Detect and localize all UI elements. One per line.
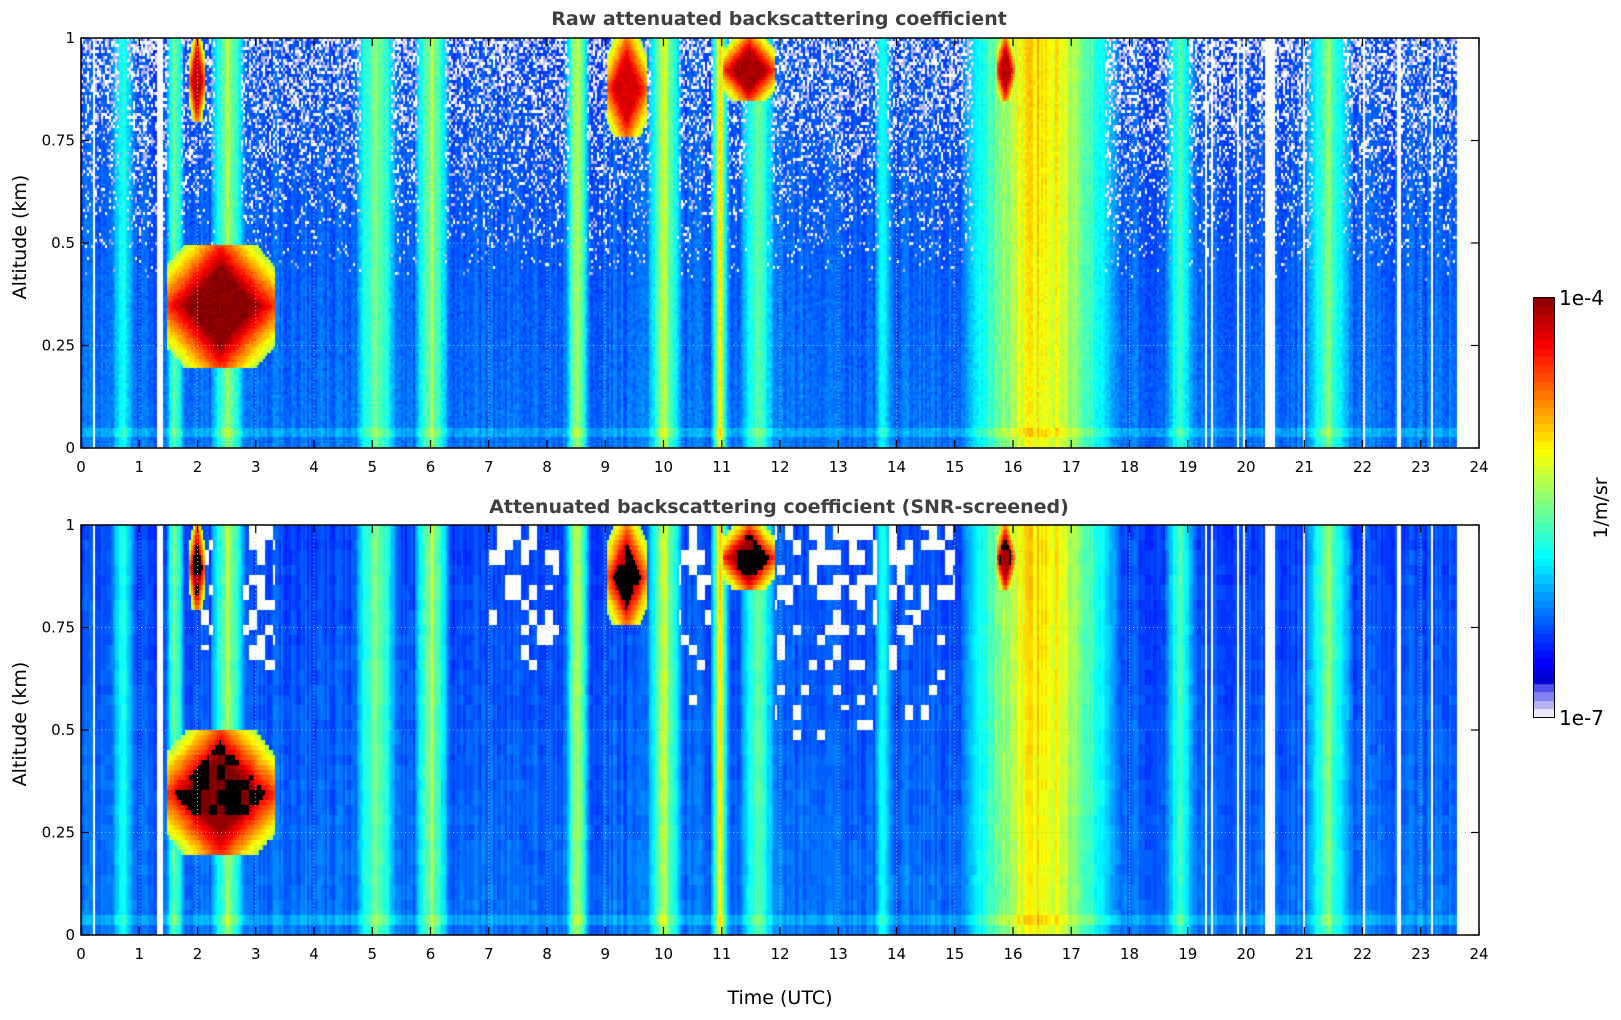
top-y-axis-label: Altitude (km)	[9, 174, 31, 300]
x-tick-label: 3	[251, 458, 261, 476]
x-tick-label: 21	[1295, 945, 1314, 963]
x-tick-label: 1	[134, 458, 144, 476]
x-tick-label: 15	[945, 945, 964, 963]
x-tick-label: 4	[309, 945, 319, 963]
x-tick-label: 24	[1469, 945, 1488, 963]
x-tick-label: 1	[134, 945, 144, 963]
x-tick-label: 22	[1353, 458, 1372, 476]
x-tick-label: 19	[1178, 945, 1197, 963]
top-axes: 0 1 2 3 4 5 6 7 8 9 10 11 12 13 14 15 16 17 18 19 20 21 22 23 24…	[42, 29, 1489, 476]
x-tick-label: 17	[1062, 945, 1081, 963]
x-tick-label: 14	[887, 945, 906, 963]
x-tick-label: 9	[600, 458, 610, 476]
bottom-y-axis-label: Altitude (km)	[9, 661, 31, 787]
bottom-chart-title: Attenuated backscattering coefficient (S…	[489, 496, 1069, 518]
x-tick-label: 8	[542, 945, 552, 963]
x-tick-label: 5	[367, 945, 377, 963]
x-tick-label: 24	[1469, 458, 1488, 476]
x-tick-label: 23	[1411, 458, 1430, 476]
x-tick-label: 19	[1178, 458, 1197, 476]
x-tick-label: 15	[945, 458, 964, 476]
plot-frame	[80, 524, 1480, 936]
x-tick-label: 7	[484, 458, 494, 476]
x-tick-label: 10	[654, 458, 673, 476]
y-tick-label: 0.75	[42, 619, 75, 637]
x-tick-label: 22	[1353, 945, 1372, 963]
x-tick-label: 20	[1236, 945, 1255, 963]
y-tick-label: 0.5	[51, 234, 75, 252]
x-tick-label: 12	[770, 945, 789, 963]
x-tick-label: 6	[426, 945, 436, 963]
top-heatmap-panel: 0 1 2 3 4 5 6 7 8 9 10 11 12 13 14 15 16 17 18 19 20 21 22 23 24…	[42, 29, 1489, 476]
y-tick-label: 1	[65, 516, 75, 534]
plot-frame	[80, 37, 1480, 449]
x-tick-label: 20	[1236, 458, 1255, 476]
x-tick-label: 13	[829, 945, 848, 963]
x-tick-label: 10	[654, 945, 673, 963]
x-tick-label: 4	[309, 458, 319, 476]
x-tick-label: 18	[1120, 458, 1139, 476]
x-tick-label: 2	[193, 458, 203, 476]
y-tick-label: 0.25	[42, 337, 75, 355]
x-tick-label: 0	[76, 458, 86, 476]
x-axis-label: Time (UTC)	[727, 987, 833, 1009]
y-tick-label: 0	[65, 926, 75, 944]
colorbar	[1533, 297, 1555, 718]
colorbar-unit-label: 1/m/sr	[1590, 477, 1612, 539]
x-tick-label: 9	[600, 945, 610, 963]
x-tick-label: 11	[712, 945, 731, 963]
x-tick-label: 2	[193, 945, 203, 963]
y-tick-label: 0.5	[51, 721, 75, 739]
x-tick-label: 11	[712, 458, 731, 476]
x-tick-label: 13	[829, 458, 848, 476]
x-tick-label: 23	[1411, 945, 1430, 963]
x-tick-label: 0	[76, 945, 86, 963]
x-tick-label: 21	[1295, 458, 1314, 476]
colorbar-max-label: 1e-4	[1559, 286, 1604, 310]
colorbar-min-label: 1e-7	[1559, 706, 1604, 730]
x-tick-label: 14	[887, 458, 906, 476]
x-tick-label: 6	[426, 458, 436, 476]
x-tick-label: 12	[770, 458, 789, 476]
bottom-axes: 0 1 2 3 4 5 6 7 8 9 10 11 12 13 14 15 16 17 18 19 20 21 22 23 24…	[42, 516, 1489, 963]
y-tick-label: 0.75	[42, 132, 75, 150]
y-tick-label: 0	[65, 439, 75, 457]
x-tick-label: 8	[542, 458, 552, 476]
y-tick-label: 1	[65, 29, 75, 47]
top-chart-title: Raw attenuated backscattering coefficien…	[551, 8, 1007, 30]
x-tick-label: 3	[251, 945, 261, 963]
x-tick-label: 17	[1062, 458, 1081, 476]
x-tick-label: 5	[367, 458, 377, 476]
x-tick-label: 16	[1003, 458, 1022, 476]
x-tick-label: 16	[1003, 945, 1022, 963]
x-tick-label: 7	[484, 945, 494, 963]
bottom-heatmap-panel: 0 1 2 3 4 5 6 7 8 9 10 11 12 13 14 15 16 17 18 19 20 21 22 23 24…	[42, 516, 1489, 963]
y-tick-label: 0.25	[42, 824, 75, 842]
x-tick-label: 18	[1120, 945, 1139, 963]
